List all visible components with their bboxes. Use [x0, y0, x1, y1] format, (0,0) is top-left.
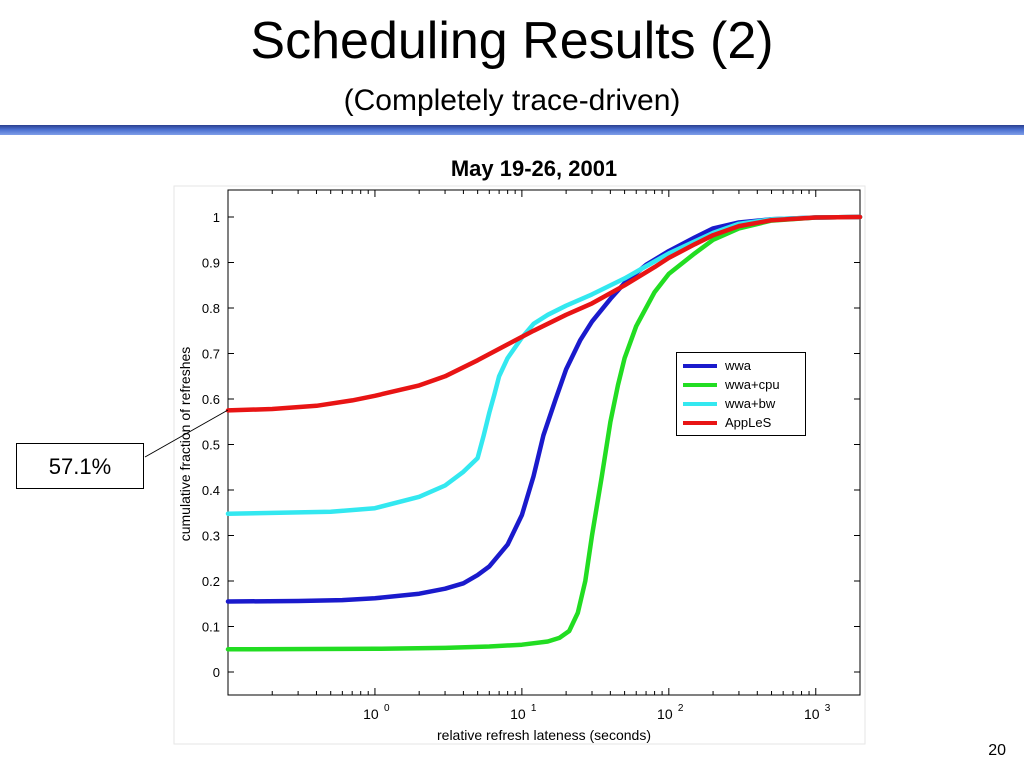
legend-swatch — [683, 382, 717, 387]
legend-item: wwa+cpu — [683, 375, 799, 394]
legend-label: AppLeS — [725, 415, 772, 430]
legend-item: wwa+bw — [683, 394, 799, 413]
y-axis: 0 0.1 0.2 0.3 0.4 0.5 0.6 0.7 0.8 0.9 1 — [202, 210, 860, 680]
x-tick-label-exponent: 0 — [384, 703, 390, 714]
callout-leader-line — [144, 409, 229, 458]
legend-swatch — [683, 401, 717, 406]
y-tick-label: 1 — [213, 210, 220, 225]
x-tick-label-exponent: 1 — [531, 703, 537, 714]
series-line-wwa — [225, 214, 863, 604]
series-lines — [225, 214, 863, 652]
x-axis-label: relative refresh lateness (seconds) — [437, 727, 651, 743]
y-tick-label: 0.9 — [202, 256, 220, 271]
y-tick-label: 0.8 — [202, 301, 220, 316]
legend: wwa wwa+cpu wwa+bw AppLeS — [676, 352, 806, 436]
y-tick-label: 0.3 — [202, 529, 220, 544]
legend-swatch — [683, 363, 717, 368]
x-tick-label-exponent: 2 — [678, 703, 684, 714]
y-tick-label: 0.6 — [202, 392, 220, 407]
y-tick-label: 0.1 — [202, 620, 220, 635]
page-number: 20 — [988, 742, 1006, 759]
legend-label: wwa+cpu — [725, 377, 780, 392]
series-line-wwa-cpu — [225, 214, 863, 652]
legend-label: wwa — [725, 358, 752, 373]
x-tick-label: 10 — [657, 706, 673, 722]
legend-item: AppLeS — [683, 413, 799, 432]
callout-box: 57.1% — [16, 443, 144, 489]
legend-swatch — [683, 420, 717, 425]
series-line-apples — [225, 214, 863, 413]
x-tick-label: 10 — [363, 706, 379, 722]
y-tick-label: 0.4 — [202, 483, 220, 498]
x-tick-label-exponent: 3 — [825, 703, 831, 714]
y-axis-label: cumulative fraction of refreshes — [177, 347, 193, 542]
y-tick-label: 0.2 — [202, 574, 220, 589]
y-tick-label: 0 — [213, 665, 220, 680]
slide-title: Scheduling Results (2) — [250, 12, 774, 70]
y-tick-label: 0.7 — [202, 347, 220, 362]
chart-title: May 19-26, 2001 — [451, 156, 617, 181]
legend-label: wwa+bw — [725, 396, 776, 411]
x-axis: 10 0 10 1 10 2 10 3 — [227, 190, 861, 722]
title-divider — [0, 125, 1024, 135]
x-tick-label: 10 — [804, 706, 820, 722]
legend-item: wwa — [683, 356, 799, 375]
x-tick-label: 10 — [510, 706, 526, 722]
y-tick-label: 0.5 — [202, 438, 220, 453]
slide-subtitle: (Completely trace-driven) — [343, 84, 681, 117]
